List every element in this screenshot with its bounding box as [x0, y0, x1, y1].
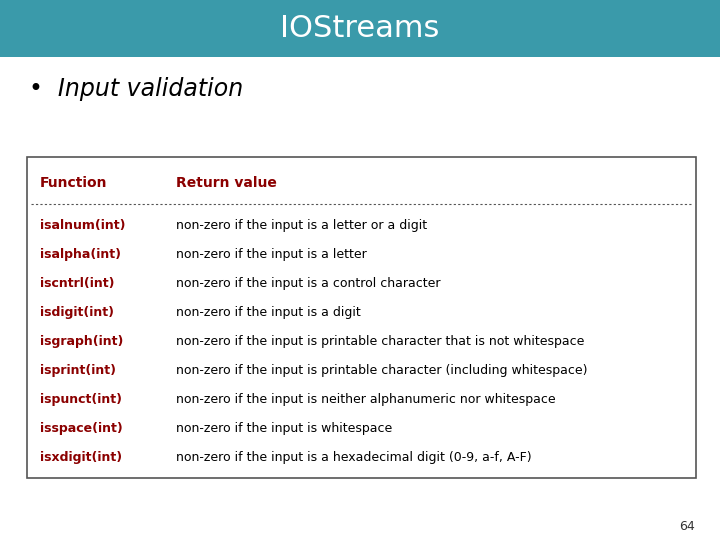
Text: Return value: Return value — [176, 176, 277, 190]
Text: isdigit(int): isdigit(int) — [40, 306, 114, 319]
Text: non-zero if the input is printable character (including whitespace): non-zero if the input is printable chara… — [176, 364, 588, 377]
Text: IOStreams: IOStreams — [280, 14, 440, 43]
Text: isxdigit(int): isxdigit(int) — [40, 451, 122, 464]
Text: Function: Function — [40, 176, 107, 190]
Text: isprint(int): isprint(int) — [40, 364, 116, 377]
Text: non-zero if the input is a letter or a digit: non-zero if the input is a letter or a d… — [176, 219, 428, 232]
Text: isalnum(int): isalnum(int) — [40, 219, 125, 232]
Text: non-zero if the input is neither alphanumeric nor whitespace: non-zero if the input is neither alphanu… — [176, 393, 556, 406]
Text: non-zero if the input is a digit: non-zero if the input is a digit — [176, 306, 361, 319]
Text: isspace(int): isspace(int) — [40, 422, 122, 435]
Text: non-zero if the input is a hexadecimal digit (0-9, a-f, A-F): non-zero if the input is a hexadecimal d… — [176, 451, 532, 464]
Text: non-zero if the input is whitespace: non-zero if the input is whitespace — [176, 422, 392, 435]
Text: non-zero if the input is printable character that is not whitespace: non-zero if the input is printable chara… — [176, 335, 585, 348]
Text: isgraph(int): isgraph(int) — [40, 335, 123, 348]
Text: iscntrl(int): iscntrl(int) — [40, 277, 114, 290]
Text: non-zero if the input is a control character: non-zero if the input is a control chara… — [176, 277, 441, 290]
Text: •  Input validation: • Input validation — [29, 77, 243, 101]
Text: isalpha(int): isalpha(int) — [40, 248, 121, 261]
FancyBboxPatch shape — [0, 0, 720, 57]
Text: 64: 64 — [679, 520, 695, 533]
FancyBboxPatch shape — [27, 157, 696, 478]
Text: ispunct(int): ispunct(int) — [40, 393, 122, 406]
Text: non-zero if the input is a letter: non-zero if the input is a letter — [176, 248, 367, 261]
